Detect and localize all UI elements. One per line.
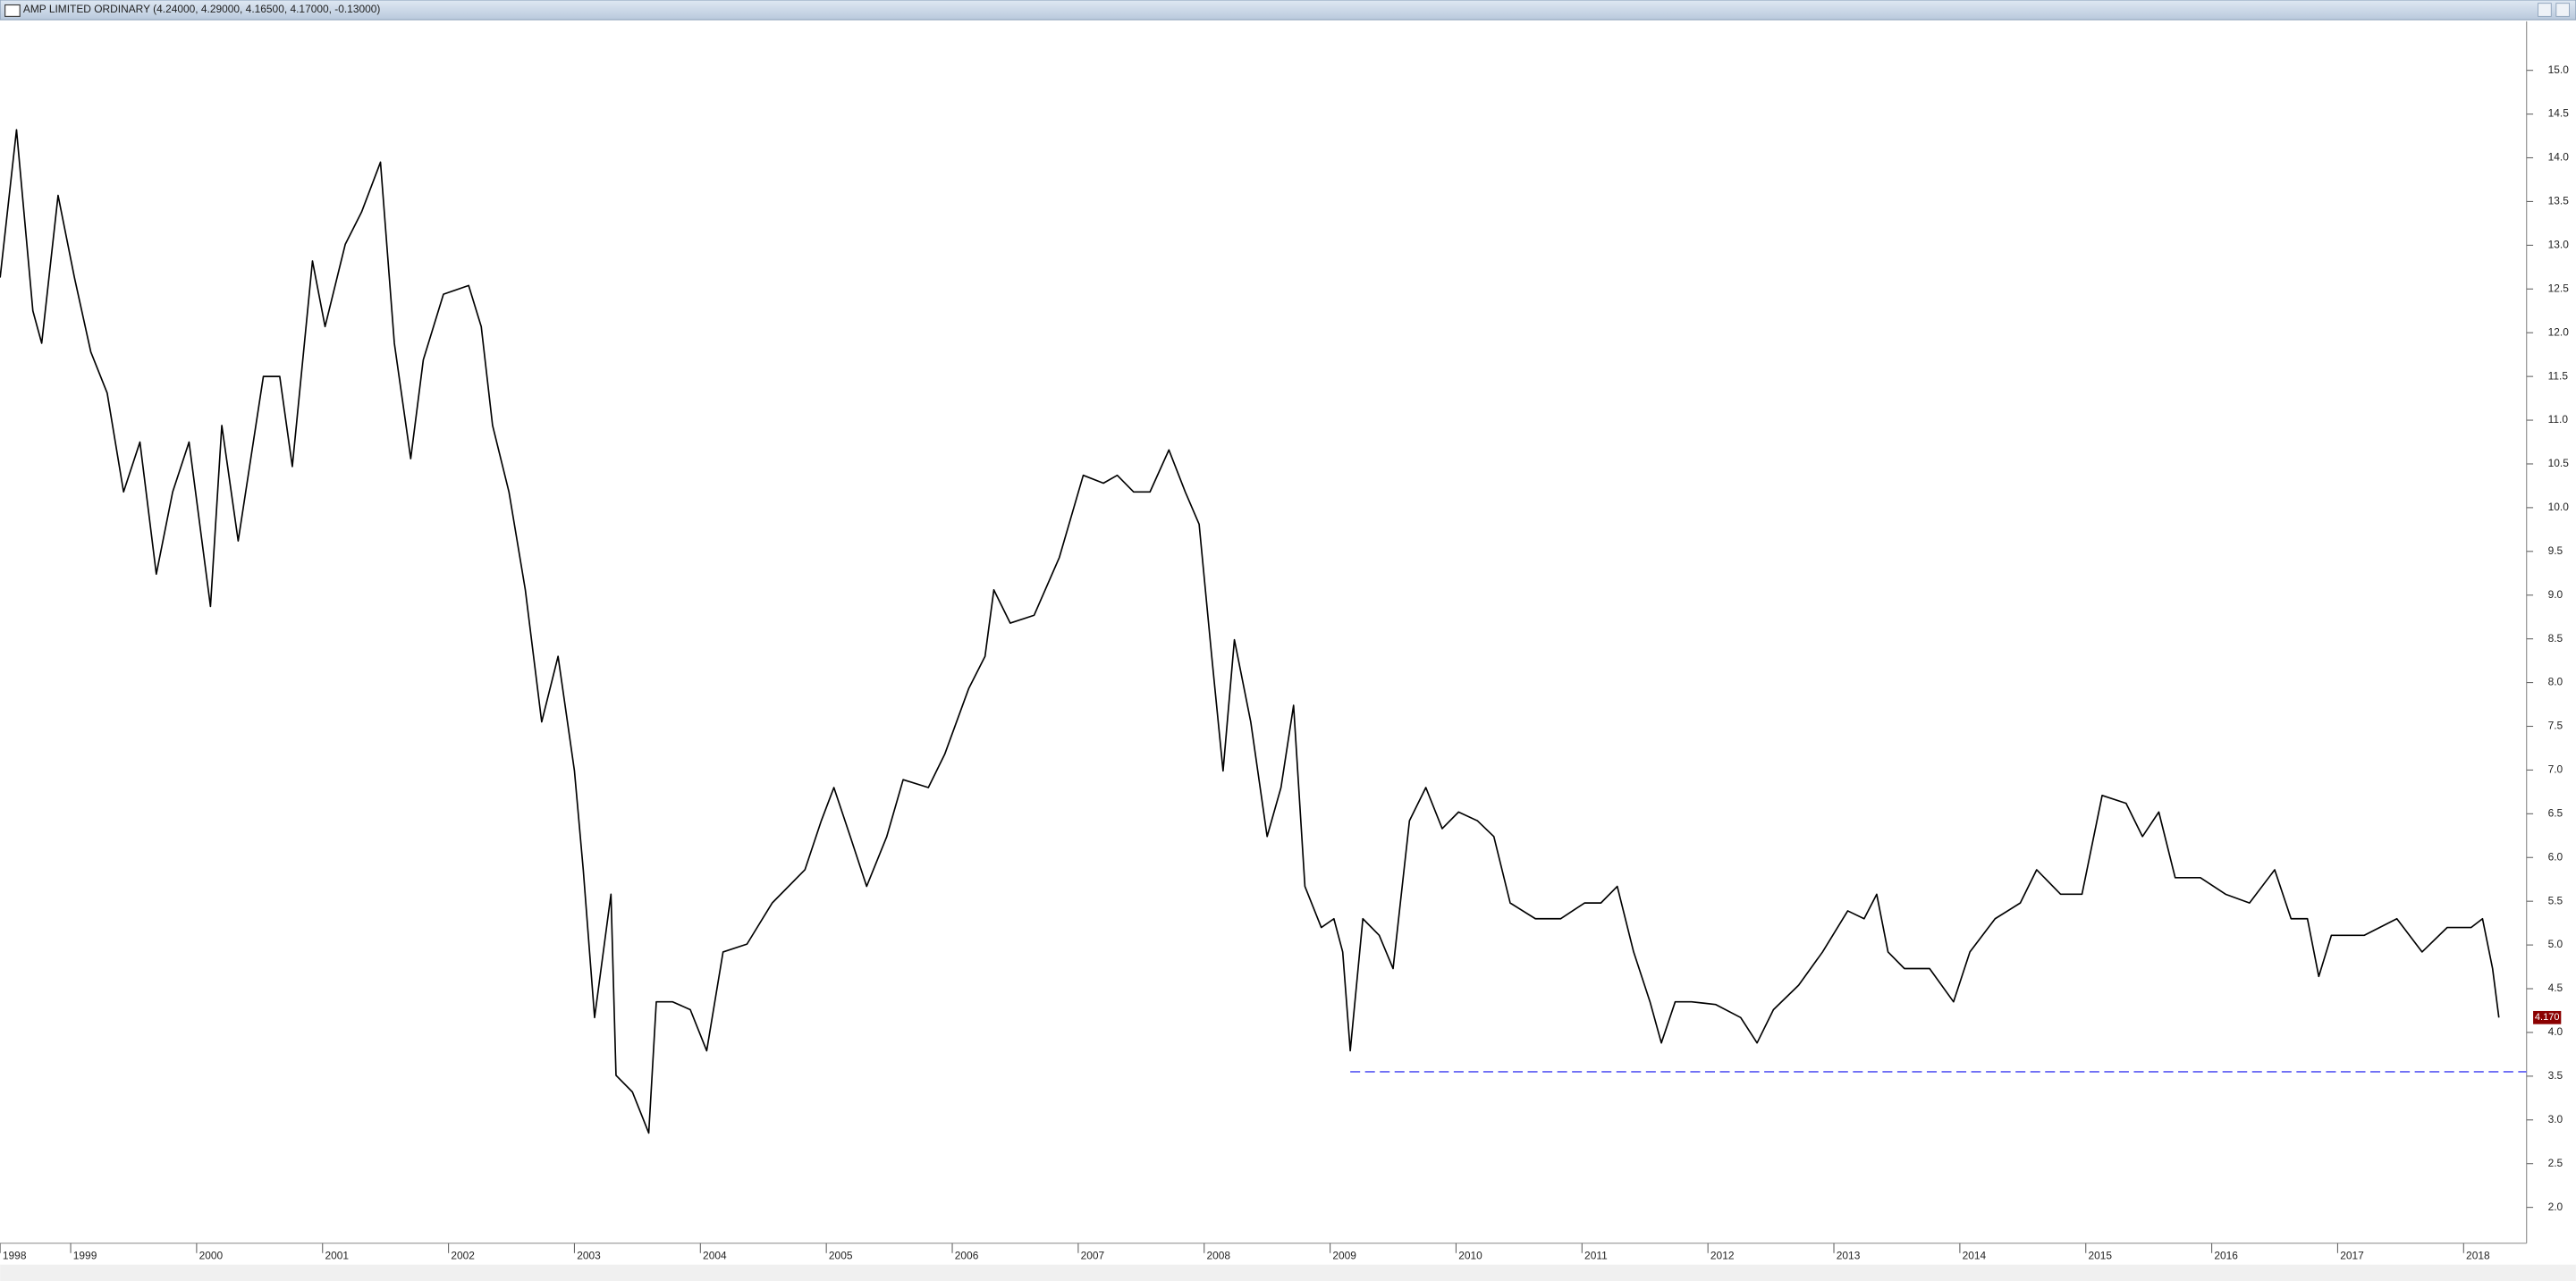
y-tick-label: 13.5: [2548, 195, 2570, 207]
y-tick-label: 3.5: [2548, 1069, 2563, 1082]
y-tick-label: 7.0: [2548, 763, 2563, 776]
close-button[interactable]: [2555, 3, 2570, 17]
x-tick-label: 1998: [3, 1250, 27, 1262]
x-tick-label: 2006: [955, 1250, 979, 1262]
x-tick-label: 2013: [1837, 1250, 1861, 1262]
last-price-label: 4.170: [2535, 1012, 2560, 1023]
y-tick-label: 14.5: [2548, 107, 2570, 120]
y-tick-label: 7.5: [2548, 720, 2563, 732]
y-tick-label: 2.5: [2548, 1157, 2563, 1169]
y-tick-label: 8.5: [2548, 632, 2563, 645]
x-tick-label: 2017: [2340, 1250, 2364, 1262]
x-tick-label: 2004: [703, 1250, 727, 1262]
y-tick-label: 5.0: [2548, 938, 2563, 950]
y-tick-label: 6.5: [2548, 806, 2563, 819]
y-tick-label: 8.0: [2548, 676, 2563, 688]
y-tick-label: 14.0: [2548, 151, 2570, 164]
x-tick-label: 1999: [73, 1250, 97, 1262]
y-tick-label: 10.5: [2548, 457, 2570, 469]
x-tick-label: 2001: [325, 1250, 349, 1262]
x-tick-label: 2011: [1584, 1250, 1608, 1262]
x-tick-label: 2000: [199, 1250, 224, 1262]
x-tick-label: 2002: [451, 1250, 475, 1262]
y-tick-label: 15.0: [2548, 63, 2570, 76]
y-tick-label: 3.0: [2548, 1113, 2563, 1125]
minimize-button[interactable]: [2538, 3, 2552, 17]
last-price-box: [2533, 1010, 2562, 1024]
chart-title: AMP LIMITED ORDINARY (4.24000, 4.29000, …: [23, 3, 381, 15]
x-tick-label: 2009: [1332, 1250, 1356, 1262]
y-tick-label: 13.0: [2548, 239, 2570, 251]
y-tick-label: 5.5: [2548, 894, 2563, 906]
y-tick-label: 12.0: [2548, 325, 2570, 338]
status-bar: [0, 1264, 2576, 1281]
title-bar: [0, 0, 2576, 21]
y-tick-label: 6.0: [2548, 850, 2563, 863]
x-tick-label: 2005: [829, 1250, 853, 1262]
y-tick-label: 4.0: [2548, 1025, 2563, 1038]
x-tick-label: 2008: [1206, 1250, 1230, 1262]
y-tick-label: 11.5: [2548, 369, 2569, 382]
y-tick-label: 9.0: [2548, 588, 2563, 601]
y-tick-label: 10.0: [2548, 501, 2570, 513]
x-tick-label: 2007: [1081, 1250, 1105, 1262]
x-tick-label: 2003: [577, 1250, 601, 1262]
x-tick-label: 2015: [2088, 1250, 2112, 1262]
y-tick-label: 2.0: [2548, 1201, 2563, 1213]
x-tick-label: 2016: [2214, 1250, 2238, 1262]
y-tick-label: 11.0: [2548, 413, 2569, 426]
y-tick-label: 4.5: [2548, 982, 2563, 994]
x-tick-label: 2014: [1963, 1250, 1987, 1262]
x-tick-label: 2010: [1458, 1250, 1482, 1262]
x-tick-label: 2012: [1710, 1250, 1735, 1262]
price-line: [0, 129, 2500, 1134]
y-tick-label: 9.5: [2548, 544, 2563, 557]
y-tick-label: 12.5: [2548, 282, 2570, 294]
x-tick-label: 2018: [2466, 1250, 2490, 1262]
window-icon: [4, 4, 21, 17]
